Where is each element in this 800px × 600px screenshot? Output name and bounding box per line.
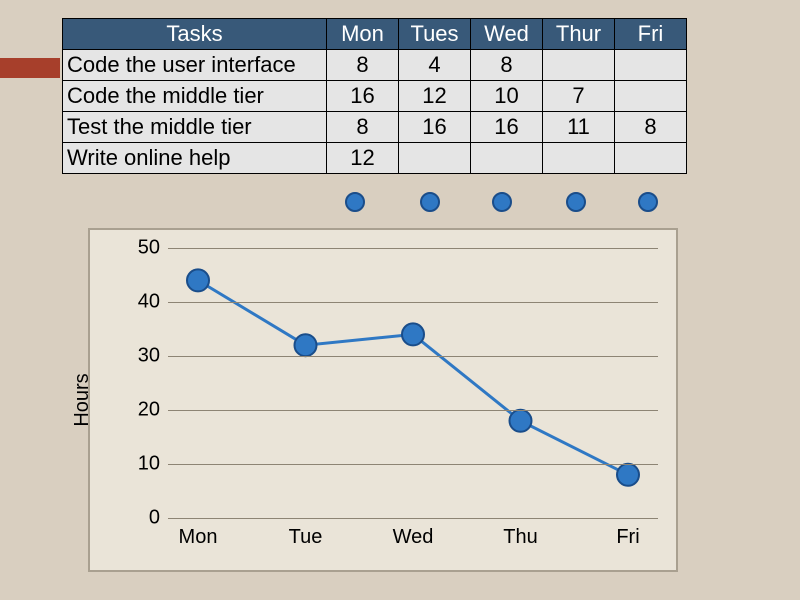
chart-line <box>198 280 628 474</box>
value-cell: 8 <box>615 112 687 143</box>
chart-gridline <box>168 518 658 519</box>
circle-marker-icon <box>420 192 440 212</box>
value-cell: 8 <box>471 50 543 81</box>
value-cell: 7 <box>543 81 615 112</box>
col-header-tues: Tues <box>399 19 471 50</box>
col-header-fri: Fri <box>615 19 687 50</box>
chart-xtick-label: Tue <box>289 526 323 549</box>
chart-point-marker <box>295 334 317 356</box>
chart-gridline <box>168 464 658 465</box>
accent-bar <box>0 58 60 78</box>
table-row: Test the middle tier81616118 <box>63 112 687 143</box>
circle-marker-icon <box>492 192 512 212</box>
table-header-row: Tasks Mon Tues Wed Thur Fri <box>63 19 687 50</box>
value-cell: 8 <box>327 50 399 81</box>
task-name-cell: Code the middle tier <box>63 81 327 112</box>
value-cell <box>543 50 615 81</box>
value-cell: 4 <box>399 50 471 81</box>
chart-xtick-label: Mon <box>179 526 218 549</box>
table-row: Write online help12 <box>63 143 687 174</box>
table-row: Code the user interface848 <box>63 50 687 81</box>
value-cell <box>399 143 471 174</box>
chart-gridline <box>168 356 658 357</box>
value-cell <box>543 143 615 174</box>
value-cell <box>471 143 543 174</box>
tasks-table: Tasks Mon Tues Wed Thur Fri Code the use… <box>62 18 687 174</box>
task-name-cell: Code the user interface <box>63 50 327 81</box>
chart-gridline <box>168 302 658 303</box>
chart-ytick-label: 0 <box>120 507 160 530</box>
chart-ytick-label: 40 <box>120 291 160 314</box>
circle-marker-icon <box>345 192 365 212</box>
chart-ytick-label: 20 <box>120 399 160 422</box>
col-header-thur: Thur <box>543 19 615 50</box>
chart-ytick-label: 10 <box>120 453 160 476</box>
chart-point-marker <box>402 323 424 345</box>
chart-ytick-label: 50 <box>120 237 160 260</box>
value-cell: 12 <box>399 81 471 112</box>
chart-plot-area: 01020304050 <box>168 248 658 518</box>
task-name-cell: Test the middle tier <box>63 112 327 143</box>
chart-ytick-label: 30 <box>120 345 160 368</box>
value-cell: 12 <box>327 143 399 174</box>
chart-xtick-label: Fri <box>616 526 639 549</box>
circle-marker-icon <box>638 192 658 212</box>
chart-point-marker <box>510 410 532 432</box>
col-header-mon: Mon <box>327 19 399 50</box>
value-cell: 16 <box>399 112 471 143</box>
value-cell <box>615 50 687 81</box>
value-cell <box>615 81 687 112</box>
chart-xtick-label: Wed <box>393 526 434 549</box>
chart-ylabel: Hours <box>71 373 94 426</box>
chart-gridline <box>168 410 658 411</box>
task-name-cell: Write online help <box>63 143 327 174</box>
chart-svg <box>168 248 658 518</box>
table-row: Code the middle tier1612107 <box>63 81 687 112</box>
chart-xtick-label: Thu <box>503 526 537 549</box>
col-header-tasks: Tasks <box>63 19 327 50</box>
chart-point-marker <box>617 464 639 486</box>
col-header-wed: Wed <box>471 19 543 50</box>
value-cell: 11 <box>543 112 615 143</box>
value-cell: 8 <box>327 112 399 143</box>
value-cell <box>615 143 687 174</box>
value-cell: 16 <box>471 112 543 143</box>
table-body: Code the user interface848Code the middl… <box>63 50 687 174</box>
chart-point-marker <box>187 269 209 291</box>
chart-gridline <box>168 248 658 249</box>
value-cell: 16 <box>327 81 399 112</box>
circle-marker-icon <box>566 192 586 212</box>
burndown-chart: Hours 01020304050 MonTueWedThuFri <box>88 228 678 572</box>
value-cell: 10 <box>471 81 543 112</box>
